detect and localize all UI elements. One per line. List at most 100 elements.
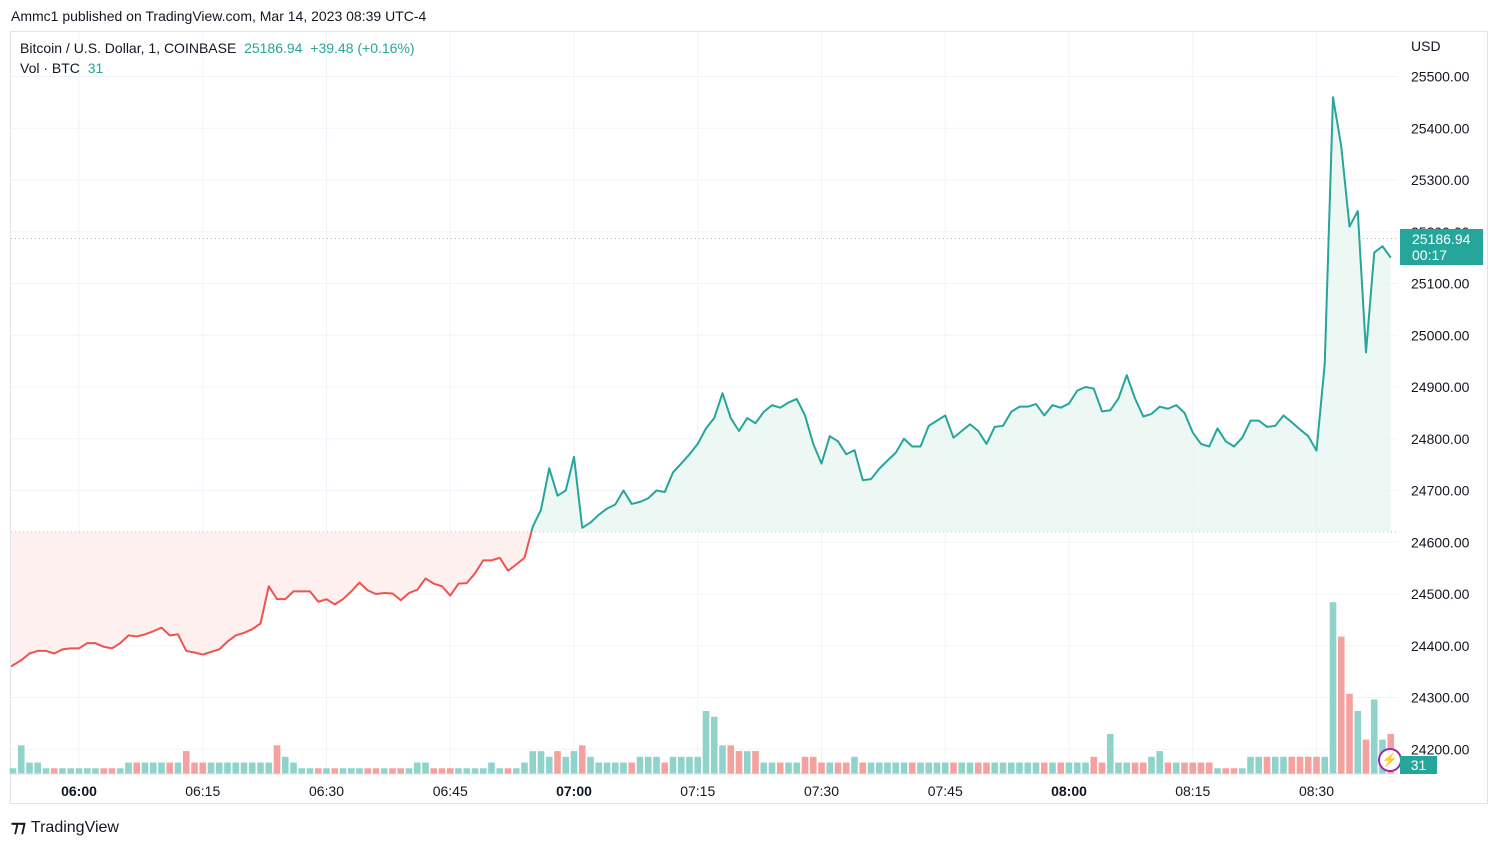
- chart-frame: [10, 31, 1488, 804]
- brand-footer[interactable]: ⁊⁊ TradingView: [11, 817, 119, 837]
- volume-bar: [768, 762, 776, 774]
- y-tick-label: 24600.00: [1411, 534, 1470, 550]
- volume-bar: [884, 762, 891, 774]
- volume-bar: [1337, 636, 1345, 774]
- volume-bar: [834, 762, 842, 774]
- volume-bar: [413, 762, 421, 774]
- volume-bar: [727, 745, 735, 774]
- volume-bar: [1321, 756, 1329, 774]
- volume-bar: [1065, 762, 1073, 774]
- volume-bar: [446, 768, 454, 774]
- volume-bar: [785, 762, 792, 774]
- volume-bar: [958, 762, 966, 774]
- volume-bar: [323, 768, 330, 774]
- volume-label: Vol · BTC: [20, 60, 80, 76]
- volume-bar: [628, 762, 636, 774]
- volume-bar: [42, 768, 50, 774]
- volume-bar: [149, 762, 157, 774]
- area-fill-down: [11, 531, 532, 667]
- volume-bar: [1230, 768, 1238, 774]
- volume-bar: [158, 762, 165, 774]
- volume-bar: [26, 762, 33, 774]
- volume-bar: [653, 756, 660, 774]
- y-tick-label: 24700.00: [1411, 483, 1470, 499]
- volume-bar: [306, 768, 314, 774]
- volume-bar: [842, 762, 850, 774]
- volume-bar: [224, 762, 231, 774]
- volume-bar: [999, 762, 1007, 774]
- volume-bar: [1016, 762, 1023, 774]
- volume-bar: [331, 768, 339, 774]
- price-line: [11, 96, 1392, 668]
- volume-bar: [611, 762, 619, 774]
- volume-bar: [496, 768, 504, 774]
- y-tick-label: 24200.00: [1411, 741, 1470, 757]
- volume-bar: [463, 768, 471, 774]
- price-line-down: [11, 531, 533, 668]
- volume-bar: [521, 762, 528, 774]
- volume-bar: [669, 756, 677, 774]
- volume-bar: [422, 762, 429, 774]
- volume-bar: [50, 768, 58, 774]
- last-price: 25186.94: [244, 40, 303, 56]
- x-tick-label: 07:15: [680, 783, 715, 799]
- volume-bar: [141, 762, 149, 774]
- volume-bar: [966, 762, 974, 774]
- volume-legend[interactable]: Vol · BTC 31: [20, 60, 103, 76]
- volume-bar: [34, 762, 42, 774]
- volume-bar: [661, 762, 669, 774]
- lightning-icon[interactable]: ⚡: [1378, 748, 1402, 772]
- volume-bar: [17, 745, 25, 774]
- volume-bar: [1156, 751, 1164, 774]
- volume-bar: [1280, 756, 1287, 774]
- currency-label[interactable]: USD: [1411, 38, 1441, 54]
- volume-bar: [265, 762, 273, 774]
- y-tick-label: 24900.00: [1411, 379, 1470, 395]
- volume-bar: [1098, 762, 1106, 774]
- volume-bar: [1164, 762, 1172, 774]
- last-price-badge-value: 25186.94: [1412, 231, 1471, 247]
- volume-bar: [1296, 756, 1304, 774]
- volume-bar: [644, 756, 652, 774]
- volume-bar: [702, 711, 710, 774]
- last-price-badge: 25186.94 00:17: [1400, 229, 1483, 265]
- volume-bar: [240, 762, 248, 774]
- volume-bar: [1354, 711, 1362, 774]
- volume-bar: [587, 756, 594, 774]
- volume-bar: [1106, 733, 1114, 774]
- x-tick-label: 08:15: [1175, 783, 1210, 799]
- volume-bar: [1172, 762, 1180, 774]
- volume-bar: [1131, 762, 1139, 774]
- volume-bar: [471, 768, 479, 774]
- y-tick-label: 24500.00: [1411, 586, 1470, 602]
- volume-bar: [900, 762, 908, 774]
- volume-bar: [603, 762, 611, 774]
- volume-bar: [1024, 762, 1032, 774]
- volume-bar: [677, 756, 685, 774]
- volume-bar: [1247, 756, 1254, 774]
- volume-bar: [1123, 762, 1131, 774]
- y-tick-label: 24300.00: [1411, 690, 1470, 706]
- volume-bar: [199, 762, 207, 774]
- volume-bar: [257, 762, 264, 774]
- price-line-up: [530, 96, 1392, 532]
- volume-bar: [67, 768, 75, 774]
- volume-bar: [347, 768, 355, 774]
- x-tick-label: 07:45: [928, 783, 963, 799]
- volume-bar: [479, 768, 487, 774]
- volume-bar: [710, 716, 718, 774]
- volume-bar: [1032, 762, 1040, 774]
- volume-bar: [1007, 762, 1015, 774]
- volume-bar: [1205, 762, 1213, 774]
- volume-bar: [851, 756, 858, 774]
- y-tick-label: 24800.00: [1411, 431, 1470, 447]
- volume-bar: [290, 762, 297, 774]
- symbol-legend[interactable]: Bitcoin / U.S. Dollar, 1, COINBASE 25186…: [20, 40, 415, 56]
- volume-bar: [735, 751, 743, 774]
- volume-bar: [356, 768, 363, 774]
- volume-bar: [1115, 762, 1122, 774]
- volume-bar: [207, 762, 215, 774]
- volume-bar: [1082, 762, 1089, 774]
- volume-bar: [686, 756, 693, 774]
